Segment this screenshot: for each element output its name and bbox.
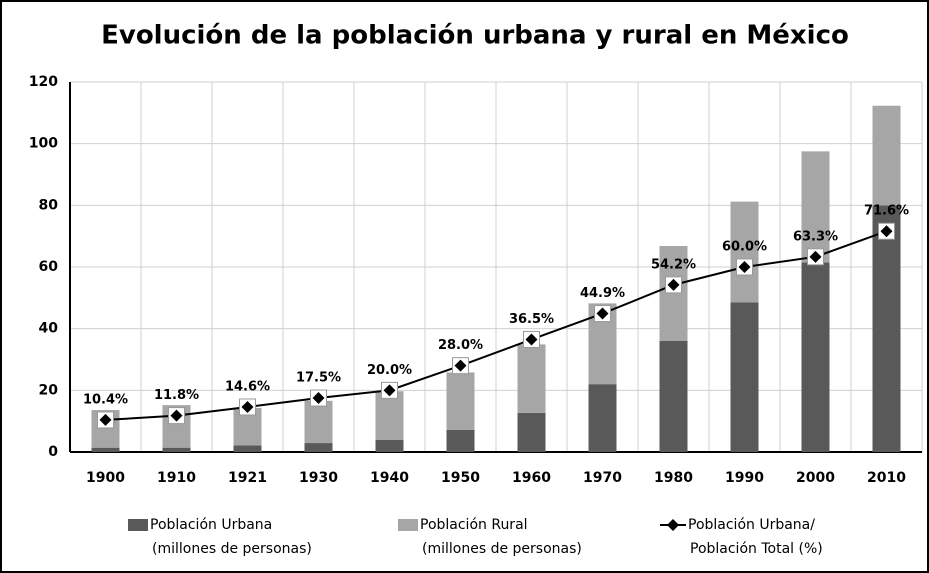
bar <box>446 429 475 452</box>
data-label: 10.4% <box>83 392 128 407</box>
legend-label: Población Rural (millones de personas) <box>420 517 582 557</box>
x-tick-label: 1921 <box>228 470 267 486</box>
x-tick-label: 1930 <box>299 470 338 486</box>
bar <box>375 391 404 440</box>
bar <box>304 400 333 444</box>
marker <box>880 225 893 238</box>
bar <box>446 372 475 430</box>
data-label: 71.6% <box>864 204 909 219</box>
data-label: 60.0% <box>722 240 767 255</box>
x-tick-label: 1950 <box>441 470 480 486</box>
marker <box>312 392 325 405</box>
data-label: 63.3% <box>793 229 838 244</box>
bar <box>801 262 830 452</box>
bar <box>872 205 901 452</box>
marker <box>809 250 822 263</box>
y-tick-label: 0 <box>48 444 58 460</box>
bar <box>517 412 546 452</box>
data-label: 28.0% <box>438 338 483 353</box>
x-tick-label: 2010 <box>867 470 906 486</box>
bar <box>162 447 191 452</box>
data-label: 44.9% <box>580 286 625 301</box>
legend-marker <box>667 519 679 531</box>
marker <box>241 400 254 413</box>
data-label: 11.8% <box>154 388 199 403</box>
marker <box>170 409 183 422</box>
bar <box>91 447 120 452</box>
y-tick-label: 40 <box>39 321 59 337</box>
legend-label: Población Urbana/Población Total (%) <box>688 517 823 557</box>
x-tick-label: 1970 <box>583 470 622 486</box>
data-label: 20.0% <box>367 363 412 378</box>
x-tick-label: 1990 <box>725 470 764 486</box>
legend-swatch <box>128 519 148 531</box>
y-tick-label: 20 <box>39 382 59 398</box>
x-tick-label: 1960 <box>512 470 551 486</box>
marker <box>667 278 680 291</box>
marker <box>454 359 467 372</box>
marker <box>596 307 609 320</box>
legend-swatch <box>398 519 418 531</box>
bar <box>517 344 546 413</box>
bar <box>659 246 688 341</box>
bar <box>801 151 830 263</box>
bar <box>659 341 688 452</box>
legend-label: Población Urbana (millones de personas) <box>150 517 312 557</box>
y-tick-label: 80 <box>39 197 59 213</box>
marker <box>738 261 751 273</box>
x-tick-label: 1980 <box>654 470 693 486</box>
chart-title: Evolución de la población urbana y rural… <box>101 21 849 51</box>
line <box>105 230 887 421</box>
x-tick-label: 1900 <box>86 470 125 486</box>
data-label: 14.6% <box>225 379 270 394</box>
data-label: 54.2% <box>651 257 696 272</box>
bar <box>730 201 759 303</box>
bar <box>872 105 901 206</box>
marker <box>99 413 112 426</box>
x-tick-label: 2000 <box>796 470 835 486</box>
y-tick-label: 60 <box>39 259 59 275</box>
bar <box>588 384 617 452</box>
data-label: 17.5% <box>296 371 341 386</box>
bar <box>233 445 262 452</box>
y-tick-label: 100 <box>29 136 58 152</box>
data-label: 36.5% <box>509 312 554 327</box>
marker <box>383 384 396 397</box>
bar <box>304 443 333 452</box>
bar <box>730 302 759 452</box>
marker <box>525 333 538 346</box>
x-tick-label: 1910 <box>157 470 196 486</box>
x-tick-label: 1940 <box>370 470 409 486</box>
bar <box>375 439 404 452</box>
y-tick-label: 120 <box>29 74 58 90</box>
